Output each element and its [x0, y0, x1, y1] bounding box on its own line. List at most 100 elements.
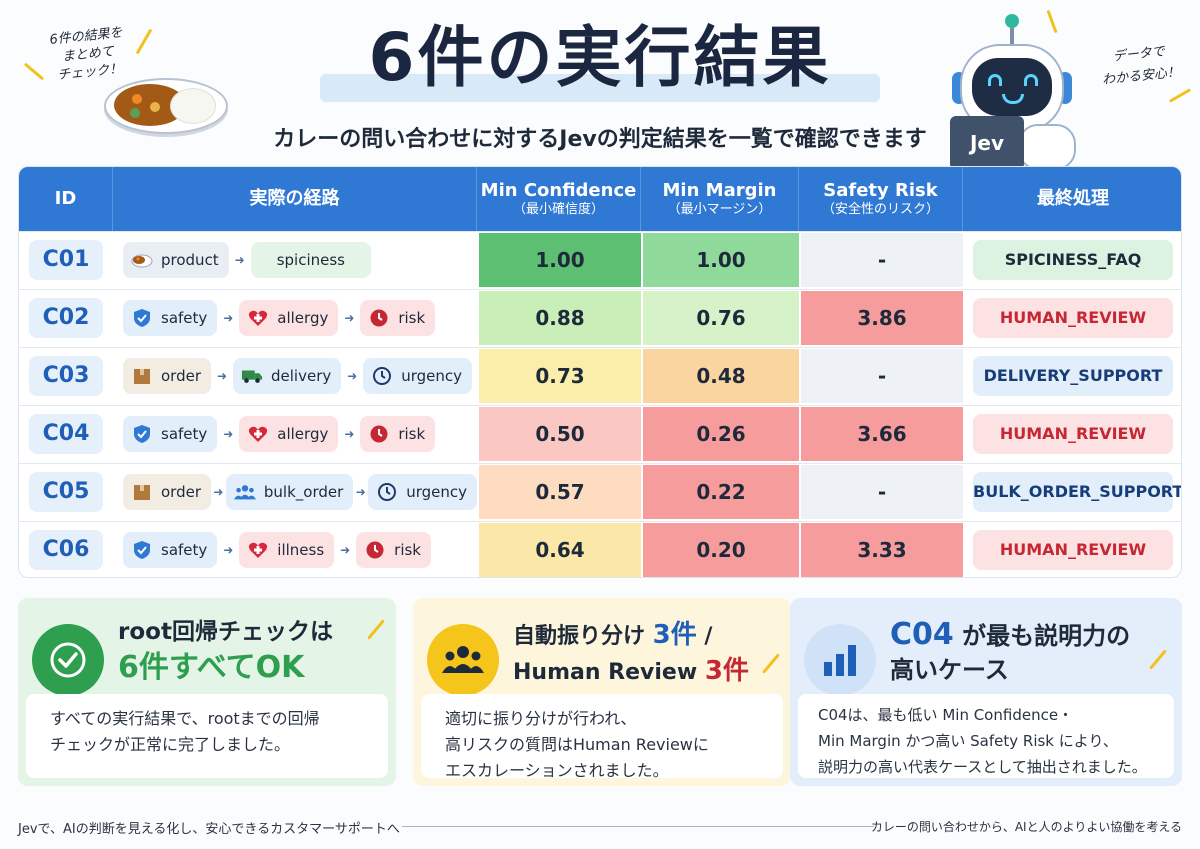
page-title: 6件の実行結果: [368, 19, 832, 96]
column-header-final: 最終処理: [1037, 188, 1109, 209]
rice-icon: [170, 88, 216, 124]
route-node: safety: [123, 300, 218, 336]
bar-chart-icon: [804, 624, 876, 696]
case-id: C01: [29, 240, 103, 280]
min-margin-cell: 0.48: [643, 349, 799, 403]
safety-risk-cell: 3.66: [801, 407, 963, 461]
case-id: C03: [29, 356, 103, 396]
clock-risk-icon: [368, 307, 390, 329]
table-row: C01 product ➜ spiciness 1.00 1.00- SPICINESS_F…: [19, 231, 1181, 288]
table-row: C06 safety ➜ illness ➜ risk 0.64 0.20 3.33 HUMAN_…: [19, 521, 1181, 577]
title-highlight: [320, 74, 880, 102]
case-id: C05: [29, 472, 103, 512]
min-confidence-cell: 0.57: [479, 465, 641, 519]
route-node-label: spiciness: [276, 251, 345, 269]
route-arrow-icon: ➜: [344, 311, 355, 325]
min-margin-cell: 0.76: [643, 291, 799, 345]
min-confidence-cell: 1.00: [479, 233, 641, 287]
card-root-title-2: 6件すべてOK: [118, 650, 305, 685]
note-left: 6件の結果を まとめて チェック！: [48, 25, 124, 84]
people-icon: [233, 481, 256, 503]
route-path: product ➜ spiciness: [113, 232, 477, 288]
route-path: safety ➜ allergy ➜ risk: [113, 290, 477, 346]
route-node: allergy: [239, 300, 339, 336]
medical-heart-icon: [247, 423, 269, 445]
safety-risk-cell: 3.86: [801, 291, 963, 345]
clock-risk-icon: [364, 539, 386, 561]
curry-icon: [131, 249, 153, 271]
final-action-badge: HUMAN_REVIEW: [973, 530, 1173, 570]
medical-heart-icon: [247, 539, 269, 561]
route-arrow-icon: ➜: [347, 369, 358, 383]
route-node: spiciness: [250, 242, 371, 278]
final-action-badge: HUMAN_REVIEW: [973, 298, 1173, 338]
route-node: safety: [123, 532, 218, 568]
route-arrow-icon: ➜: [213, 485, 224, 499]
safety-risk-cell: -: [801, 349, 963, 403]
route-arrow-icon: ➜: [223, 543, 234, 557]
route-node-label: risk: [398, 425, 426, 443]
route-node-label: urgency: [406, 483, 467, 501]
table-row: C05 order ➜ bulk_order ➜ urgency 0.57 0.22- BULK…: [19, 463, 1181, 520]
route-path: safety ➜ illness ➜ risk: [113, 522, 477, 577]
card-root-check: root回帰チェックは 6件すべてOK すべての実行結果で、rootまでの回帰 …: [18, 598, 396, 786]
results-table: ID 実際の経路 Min Confidence （最小確信度） Min Marg…: [18, 166, 1182, 578]
footer-divider: [402, 826, 874, 827]
route-node-label: safety: [161, 541, 208, 559]
route-node-label: safety: [161, 309, 208, 327]
route-node: safety: [123, 416, 218, 452]
shield-icon: [131, 307, 153, 329]
min-confidence-cell: 0.73: [479, 349, 641, 403]
footer-right: カレーの問い合わせから、AIと人のよりよい協働を考える: [870, 820, 1182, 834]
final-action-badge: BULK_ORDER_SUPPORT: [973, 472, 1181, 512]
robot-mascot: Jev: [948, 14, 1078, 170]
final-action-badge: SPICINESS_FAQ: [973, 240, 1173, 280]
footer-left: Jevで、AIの判断を見える化し、安心できるカスタマーサポートへ: [18, 822, 400, 837]
clock-icon: [371, 365, 393, 387]
card-routing-body: 適切に振り分けが行われ、 高リスクの質問はHuman Reviewに エスカレー…: [421, 694, 783, 780]
route-node: risk: [360, 300, 436, 336]
column-header-route: 実際の経路: [113, 167, 477, 231]
route-arrow-icon: ➜: [344, 427, 355, 441]
shield-icon: [131, 423, 153, 445]
table-row: C02 safety ➜ allergy ➜ risk 0.88 0.76 3.86 HUMAN_…: [19, 289, 1181, 346]
route-node: urgency: [368, 474, 477, 510]
route-node-label: order: [161, 367, 201, 385]
final-action-badge: HUMAN_REVIEW: [973, 414, 1173, 454]
route-node-label: urgency: [401, 367, 463, 385]
route-node-label: product: [161, 251, 219, 269]
card-routing: 自動振り分け 3件 / Human Review 3件 適切に振り分けが行われ、…: [413, 598, 791, 786]
route-node: order: [123, 358, 211, 394]
table-row: C03 order ➜ delivery ➜ urgency 0.73 0.48- DELIVE…: [19, 347, 1181, 404]
shield-icon: [131, 539, 153, 561]
card-best-case: C04 が最も説明力の 高いケース C04は、最も低い Min Confiden…: [790, 598, 1182, 786]
min-confidence-cell: 0.50: [479, 407, 641, 461]
route-path: order ➜ bulk_order ➜ urgency: [113, 464, 477, 520]
medical-heart-icon: [247, 307, 269, 329]
route-arrow-icon: ➜: [355, 485, 366, 499]
route-arrow-icon: ➜: [223, 311, 234, 325]
route-node: bulk_order: [225, 474, 354, 510]
clock-risk-icon: [368, 423, 390, 445]
box-icon: [131, 481, 153, 503]
route-node-label: order: [161, 483, 201, 501]
final-action-badge: DELIVERY_SUPPORT: [973, 356, 1173, 396]
card-routing-title-2: Human Review 3件: [513, 656, 749, 686]
box-icon: [131, 365, 153, 387]
route-node: order: [123, 474, 211, 510]
column-header-safety-risk: Safety Risk （安全性のリスク）: [799, 167, 963, 231]
route-path: safety ➜ allergy ➜ risk: [113, 406, 477, 462]
min-margin-cell: 0.20: [643, 523, 799, 577]
card-root-title-1: root回帰チェックは: [118, 619, 333, 645]
safety-risk-cell: 3.33: [801, 523, 963, 577]
route-node-label: risk: [394, 541, 421, 559]
column-header-id: ID: [19, 167, 113, 231]
card-root-body: すべての実行結果で、rootまでの回帰 チェックが正常に完了しました。: [26, 694, 388, 778]
route-path: order ➜ delivery ➜ urgency: [113, 348, 477, 404]
column-header-min-confidence: Min Confidence （最小確信度）: [477, 167, 641, 231]
min-confidence-cell: 0.64: [479, 523, 641, 577]
route-arrow-icon: ➜: [234, 253, 245, 267]
route-node-label: safety: [161, 425, 208, 443]
safety-risk-cell: -: [801, 465, 963, 519]
truck-icon: [241, 365, 263, 387]
